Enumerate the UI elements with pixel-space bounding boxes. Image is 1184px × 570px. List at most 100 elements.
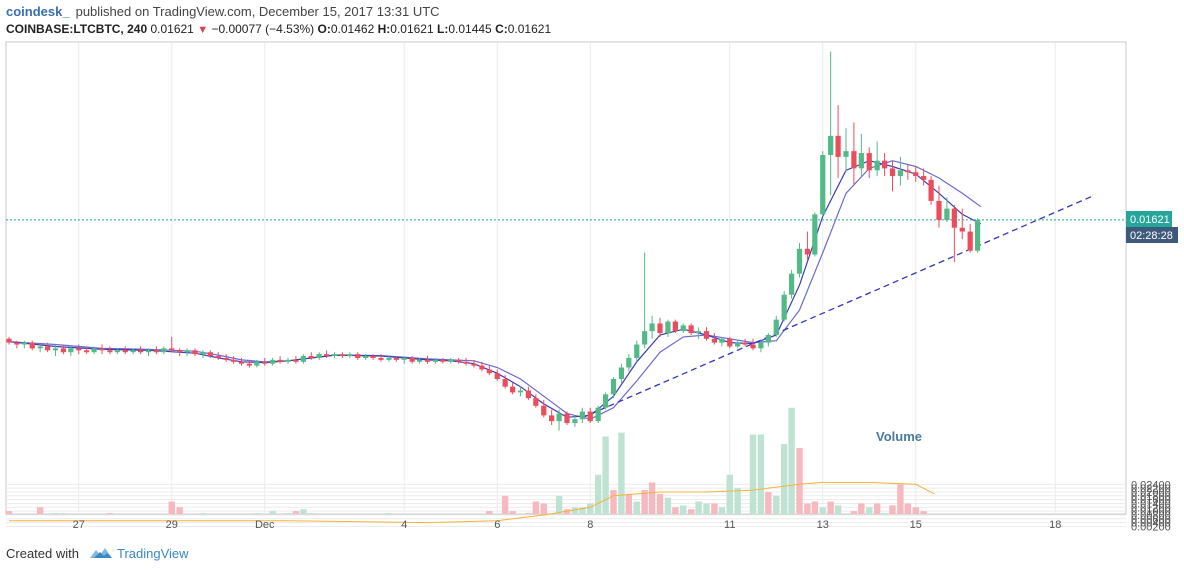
volume-bar <box>773 495 780 514</box>
candle-body <box>114 350 120 353</box>
volume-bar <box>292 511 300 514</box>
candle-body <box>479 365 485 370</box>
candle-body <box>695 331 702 334</box>
price-tick-label: 0.00400 <box>1131 518 1171 530</box>
candle-body <box>913 172 919 177</box>
volume-bars <box>5 407 927 514</box>
price-tick-label: 0.01800 <box>1131 491 1171 503</box>
volume-bar <box>269 511 276 514</box>
volume-bar <box>780 444 788 514</box>
price-tick-label: 0.01000 <box>1131 506 1171 518</box>
candle-body <box>207 352 213 357</box>
candle-body <box>223 357 229 360</box>
volume-bar <box>633 501 640 514</box>
time-tick-label: 13 <box>817 519 829 531</box>
candle-body <box>238 361 245 364</box>
candle-body <box>626 357 632 368</box>
candle-body <box>363 356 369 358</box>
candle-body <box>370 356 376 358</box>
volume-bar <box>525 513 532 514</box>
candle-body <box>602 394 609 408</box>
price-tick-label: 0.01200 <box>1131 502 1171 514</box>
candle-body <box>657 323 663 334</box>
footer: Created with TradingView <box>6 543 189 563</box>
time-axis[interactable]: 27 29 Dec 4 6 8 11 13 15 18 <box>73 519 1062 531</box>
candle-body <box>347 354 353 357</box>
volume-bar <box>641 490 648 514</box>
candle-body <box>858 153 864 169</box>
time-tick-label: 8 <box>587 519 593 531</box>
candle-body <box>448 359 454 362</box>
volume-bar <box>920 511 927 514</box>
tradingview-link[interactable]: TradingView <box>116 545 189 561</box>
volume-bar <box>726 474 733 514</box>
candle-body <box>424 359 431 362</box>
symbol-name[interactable]: COINBASE:LTCBTC, 240 <box>6 22 148 36</box>
volume-bar <box>610 490 617 514</box>
candle-body <box>122 350 128 353</box>
candle-body <box>44 346 51 351</box>
candle-body <box>84 350 90 353</box>
candle-body <box>378 357 384 360</box>
volume-bar <box>284 513 292 514</box>
volume-bar <box>594 474 602 514</box>
volume-bar <box>656 493 664 514</box>
candle-body <box>68 348 74 353</box>
candle-body <box>300 356 306 362</box>
volume-bar <box>176 507 183 514</box>
candle-body <box>951 208 957 228</box>
volume-bar <box>765 491 772 514</box>
volume-bar <box>672 507 679 514</box>
volume-bar <box>834 505 842 514</box>
last-price-badge <box>1126 211 1172 227</box>
candle-body <box>494 373 500 380</box>
high-value: 0.01621 <box>390 22 434 36</box>
candle-body <box>788 273 795 295</box>
time-tick-label: 18 <box>1049 519 1061 531</box>
volume-bar <box>571 507 579 514</box>
publisher-name[interactable]: coindesk_ <box>6 4 70 19</box>
plot-area[interactable] <box>5 41 1127 515</box>
candle-body <box>541 405 547 416</box>
candle-body <box>564 413 570 424</box>
candle-body <box>339 354 346 357</box>
candlestick-chart[interactable]: Volume 0.024000.022000.020000.018000.016… <box>0 38 1184 538</box>
candle-body <box>316 354 322 358</box>
candle-body <box>107 350 113 353</box>
price-axis[interactable]: 0.024000.022000.020000.018000.016000.014… <box>1131 479 1171 533</box>
candle-body <box>432 359 439 362</box>
last-price-value: 0.01621 <box>150 22 194 36</box>
volume-bar <box>858 503 865 514</box>
candle-body <box>285 359 291 362</box>
candle-body <box>881 160 888 169</box>
candle-body <box>665 321 671 334</box>
candle-body <box>711 338 718 343</box>
candle-body <box>905 170 911 173</box>
candle-body <box>184 350 190 353</box>
price-tick-label: 0.00200 <box>1131 521 1171 533</box>
candle-body <box>21 342 27 345</box>
volume-bar <box>687 509 695 514</box>
candle-body <box>874 160 880 171</box>
created-with-text: Created with <box>6 545 79 561</box>
volume-bar <box>555 495 563 514</box>
candle-body <box>587 411 593 422</box>
volume-bar <box>253 513 261 514</box>
volume-bar <box>804 503 811 514</box>
volume-bar <box>587 503 594 514</box>
candle-body <box>6 338 12 343</box>
candle-body <box>618 367 625 380</box>
candle-body <box>835 135 841 157</box>
volume-bar <box>501 495 509 514</box>
candle-body <box>323 354 330 357</box>
volume-bar <box>5 511 13 514</box>
volume-bar <box>718 507 726 514</box>
candle-body <box>401 357 407 360</box>
tradingview-logo-icon[interactable] <box>89 546 113 560</box>
candle-body <box>680 325 686 332</box>
time-tick-label: 4 <box>401 519 407 531</box>
candle-body <box>556 413 562 422</box>
candle-body <box>773 319 779 335</box>
countdown-badge <box>1126 227 1178 243</box>
volume-bar <box>796 447 803 514</box>
